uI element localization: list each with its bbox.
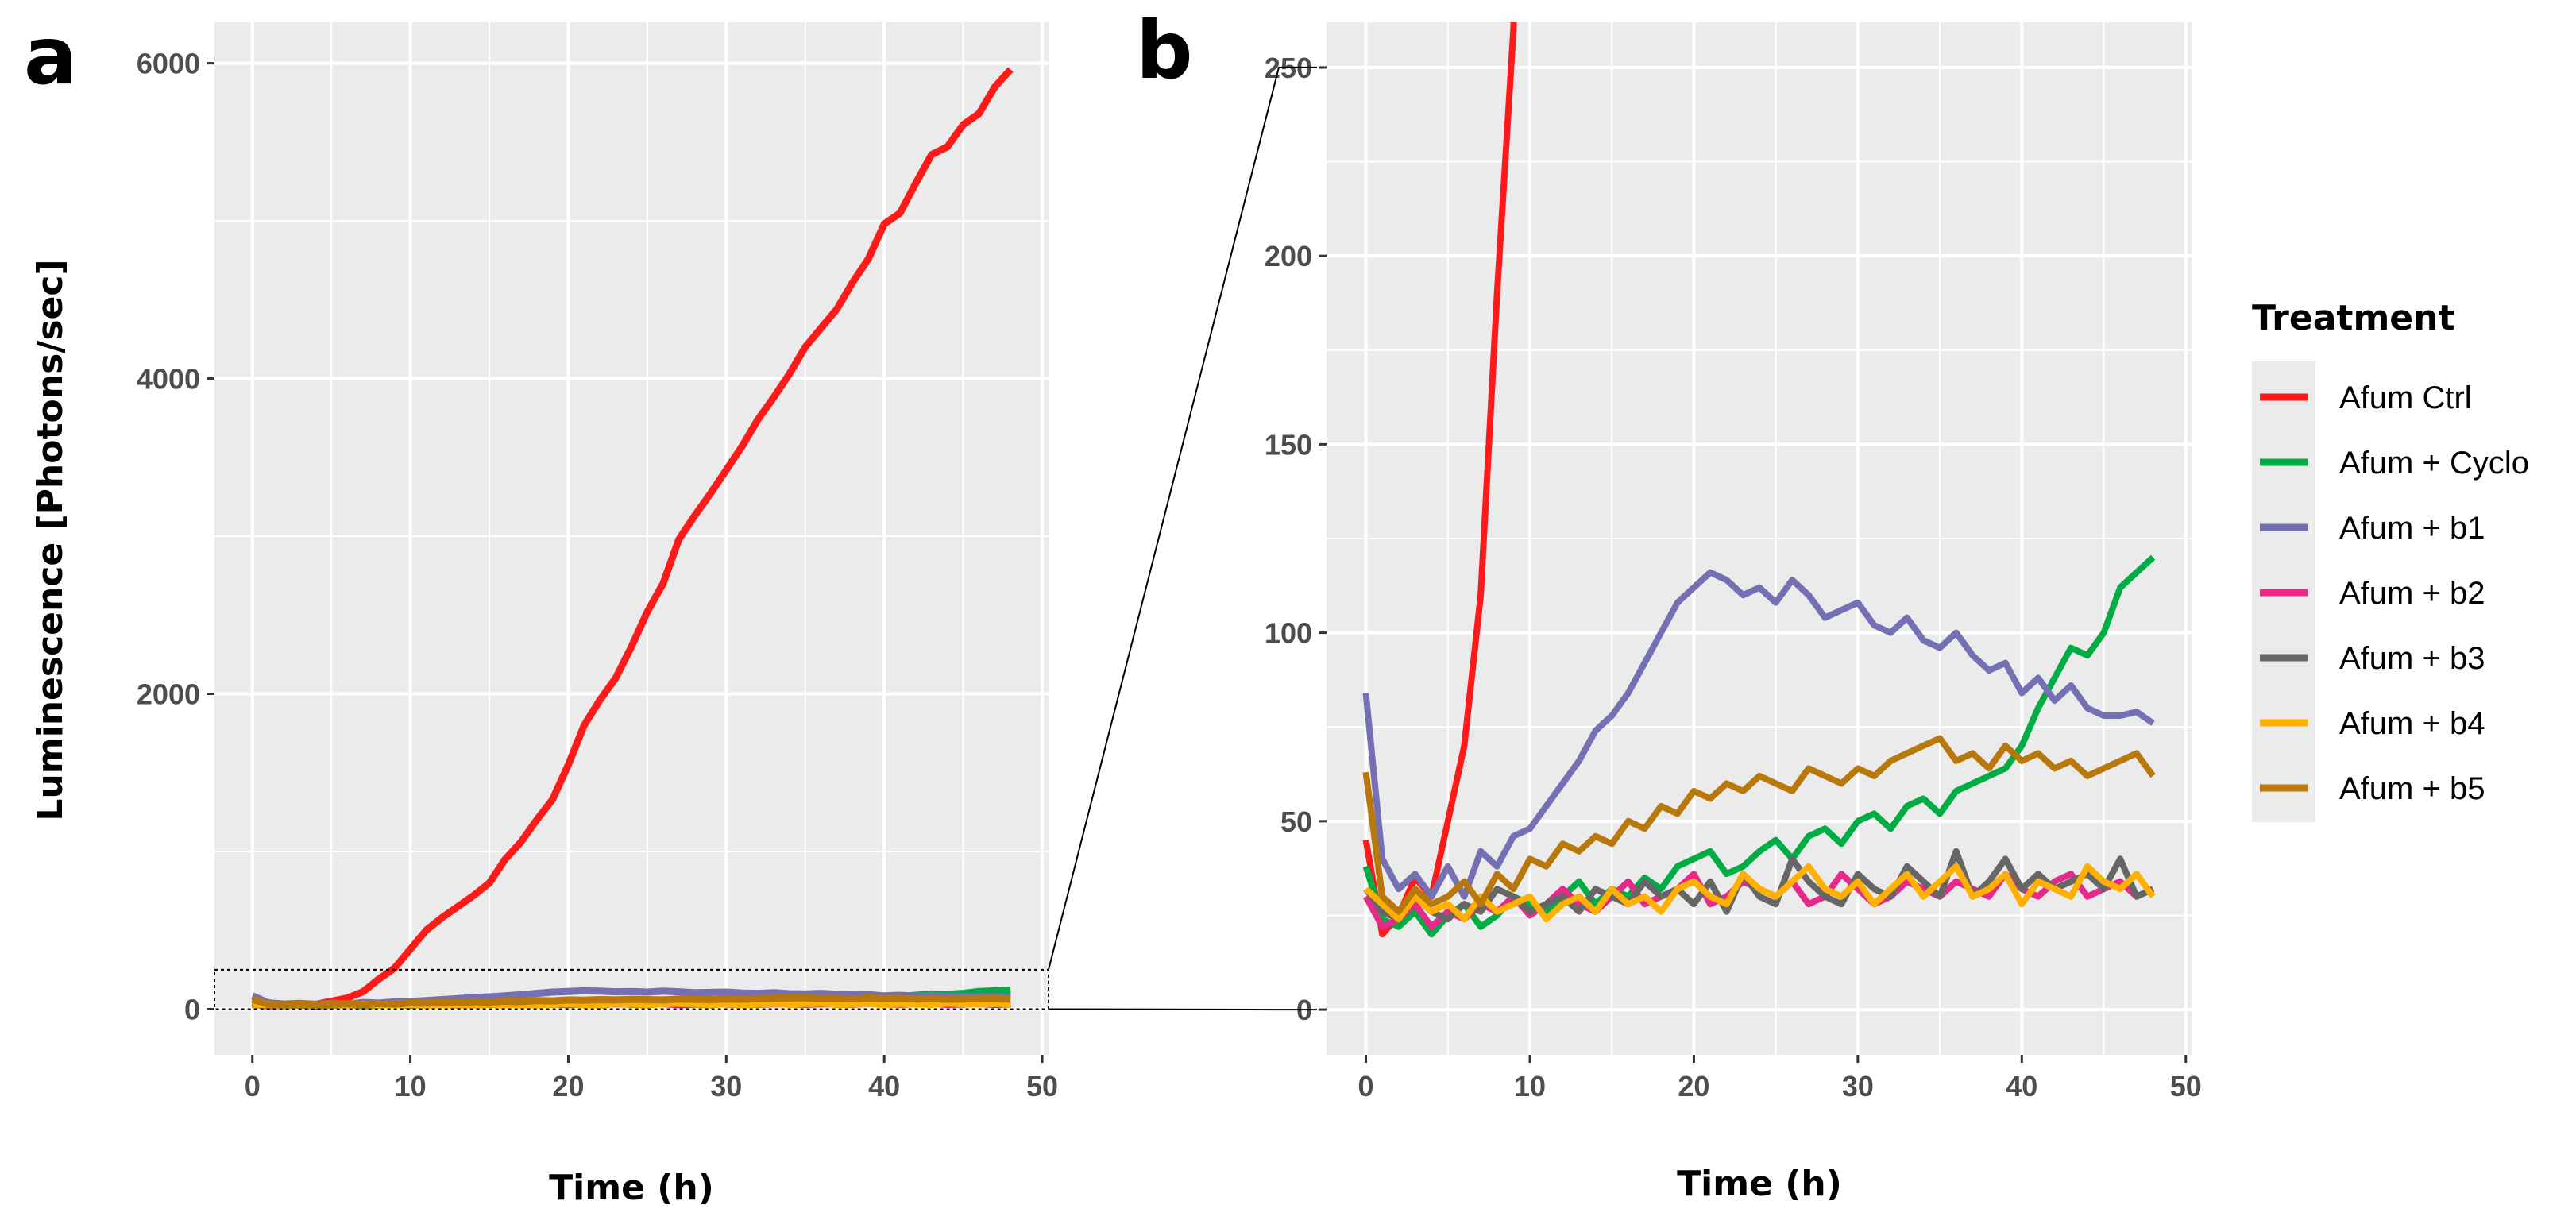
panel-b-series-b4	[1363, 863, 2156, 923]
panel-a-background	[214, 22, 1049, 1055]
panel-b-y-tick-label: 50	[1280, 805, 1312, 838]
zoom-connector-lines	[1048, 66, 1317, 1011]
legend-label-cyclo: Afum + Cyclo	[2339, 446, 2529, 481]
panel-a: 0 10 20 30 40 50 0 2000 4000 6000 Time (h) Lumine…	[30, 22, 1058, 1208]
zoom-box	[214, 968, 1049, 1010]
legend-label-b1: Afum + b1	[2339, 511, 2485, 546]
panel-a-y-tick-label: 4000	[137, 363, 200, 396]
panel-a-x-tick-label: 50	[1026, 1070, 1058, 1102]
panel-a-series-b5	[251, 994, 1011, 1009]
panel-b-x-tick-label: 20	[1678, 1070, 1709, 1102]
panel-a-grid	[214, 22, 1049, 1055]
panel-a-x-tick-label: 20	[552, 1070, 584, 1102]
zoom-box-rect	[214, 968, 1049, 1010]
zoom-connector-top	[1048, 66, 1317, 971]
panel-a-y-tick-label: 2000	[137, 678, 200, 710]
panel-a-y-axis-title: Luminescence [Photons/sec]	[30, 259, 71, 821]
panel-a-x-tick-label: 30	[710, 1070, 742, 1102]
panel-a-x-tick-label: 10	[395, 1070, 427, 1102]
panel-a-series-ctrl	[251, 67, 1014, 1010]
panel-a-y-tick-label: 0	[184, 993, 200, 1025]
panel-a-ticks: 0 10 20 30 40 50 0 2000 4000 6000	[137, 48, 1058, 1102]
legend-label-b4: Afum + b4	[2339, 706, 2485, 741]
panel-b-series-cyclo	[1362, 554, 2156, 938]
panel-b-x-tick-label: 50	[2170, 1070, 2202, 1102]
panel-b-y-tick-label: 100	[1265, 617, 1312, 650]
panel-a-x-tick-label: 0	[245, 1070, 261, 1102]
panel-label-b: b	[1136, 4, 1193, 97]
panel-b-series-b3	[1363, 848, 2155, 923]
legend-items: Afum Ctrl Afum + Cyclo Afum + b1 Afum + b2 A…	[2260, 380, 2529, 806]
legend-title: Treatment	[2252, 298, 2455, 338]
panel-a-series	[250, 67, 1014, 1010]
panel-b-series	[1362, 22, 2156, 938]
panel-b-x-axis-title: Time (h)	[1677, 1164, 1842, 1204]
panel-b-x-tick-label: 40	[2006, 1070, 2037, 1102]
legend-label-b3: Afum + b3	[2339, 641, 2485, 676]
legend-label-b5: Afum + b5	[2339, 771, 2485, 806]
panel-b-x-tick-label: 10	[1514, 1070, 1546, 1102]
panel-a-y-tick-label: 6000	[137, 48, 200, 80]
legend-label-ctrl: Afum Ctrl	[2339, 380, 2472, 415]
zoom-connector-bottom	[1048, 1008, 1317, 1011]
panel-label-a: a	[24, 10, 77, 102]
panel-b-series-b5	[1362, 735, 2156, 915]
panel-b-series-ctrl	[1362, 22, 1517, 938]
legend: Treatment Afum Ctrl Afum + Cyclo Afum + b1…	[2252, 298, 2529, 822]
legend-label-b2: Afum + b2	[2339, 576, 2485, 611]
panel-b-x-tick-label: 30	[1842, 1070, 1874, 1102]
panel-b-grid	[1327, 22, 2192, 1055]
panel-a-x-tick-label: 40	[868, 1070, 900, 1102]
panel-a-x-axis-title: Time (h)	[549, 1168, 714, 1208]
panel-b-y-tick-label: 200	[1265, 240, 1312, 272]
panel-b-x-tick-label: 0	[1358, 1070, 1374, 1102]
panel-b-y-tick-label: 150	[1265, 428, 1312, 461]
panel-b-series-b1	[1362, 569, 2155, 900]
